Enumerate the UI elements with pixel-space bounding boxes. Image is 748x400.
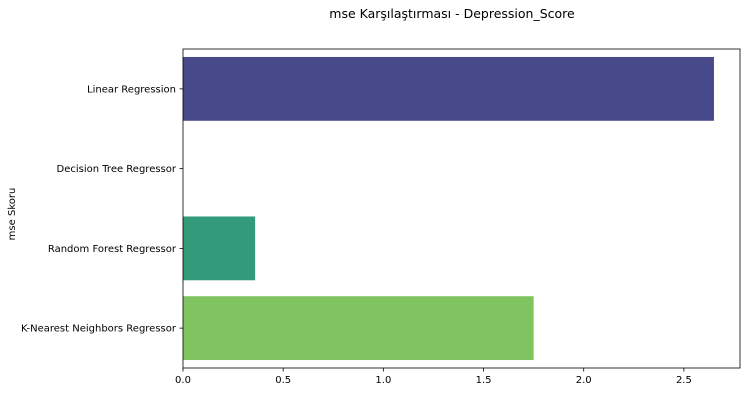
x-tick-label-5: 2.5 — [676, 375, 692, 386]
y-tick-label-3: K-Nearest Neighbors Regressor — [21, 324, 177, 335]
x-tick-label-4: 2.0 — [576, 375, 592, 386]
x-tick-label-2: 1.0 — [375, 375, 391, 386]
bar-3 — [183, 296, 534, 361]
plot-frame — [182, 48, 741, 369]
bar-0 — [183, 56, 714, 121]
y-tick-label-0: Linear Regression — [87, 84, 176, 95]
x-tick-label-0: 0.0 — [175, 375, 191, 386]
y-axis-label: mse Skoru — [7, 188, 18, 241]
y-tick-label-2: Random Forest Regressor — [48, 244, 177, 255]
chart-title: mse Karşılaştırması - Depression_Score — [329, 6, 575, 21]
bars — [183, 56, 714, 361]
bar-2 — [183, 216, 256, 281]
x-tick-label-1: 0.5 — [275, 375, 291, 386]
y-tick-label-1: Decision Tree Regressor — [57, 164, 177, 175]
x-tick-label-3: 1.5 — [476, 375, 492, 386]
x-ticks: 0.0 0.5 1.0 1.5 2.0 2.5 — [175, 368, 692, 386]
y-ticks: Linear Regression Decision Tree Regressor… — [21, 84, 183, 335]
